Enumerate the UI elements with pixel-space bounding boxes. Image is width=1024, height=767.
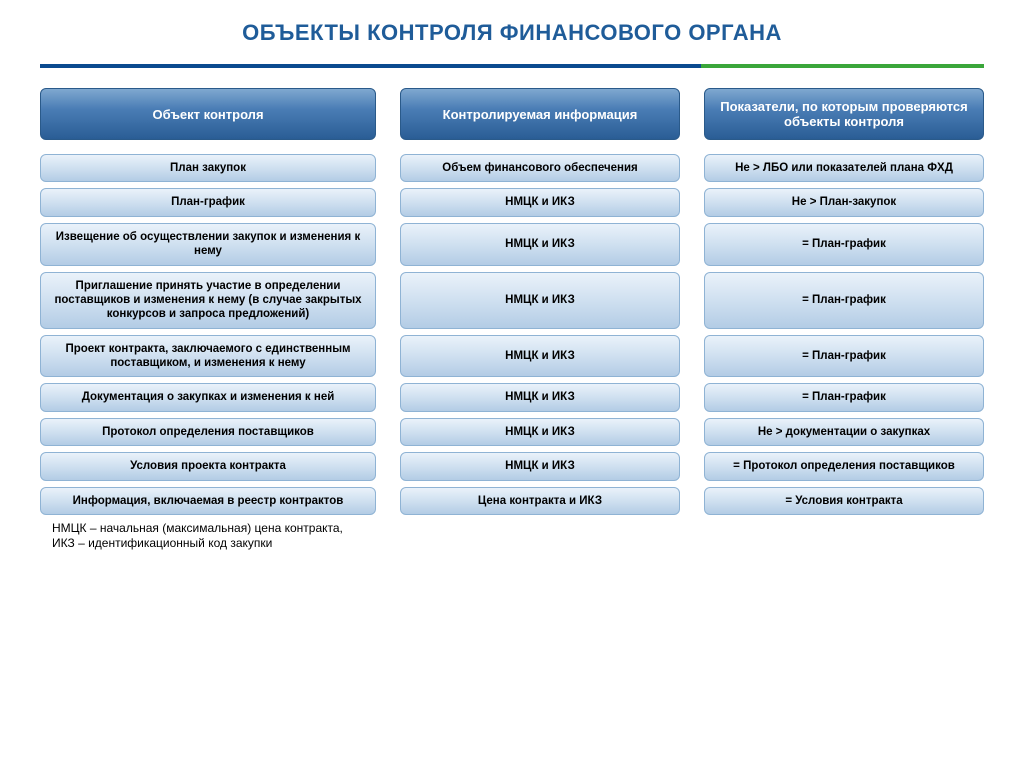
table-row: Извещение об осуществлении закупок и изм… (40, 223, 984, 266)
footnote: НМЦК – начальная (максимальная) цена кон… (40, 521, 984, 552)
cell-info: НМЦК и ИКЗ (400, 272, 680, 329)
cell-object: Протокол определения поставщиков (40, 418, 376, 446)
cell-object: План закупок (40, 154, 376, 182)
cell-object: Информация, включаемая в реестр контракт… (40, 487, 376, 515)
cell-info: НМЦК и ИКЗ (400, 188, 680, 216)
table-row: Приглашение принять участие в определени… (40, 272, 984, 329)
title-divider (40, 64, 984, 68)
table-row: Информация, включаемая в реестр контракт… (40, 487, 984, 515)
cell-object: Документация о закупках и изменения к не… (40, 383, 376, 411)
cell-indicator: Не > документации о закупках (704, 418, 984, 446)
header-row: Объект контроля Контролируемая информаци… (40, 88, 984, 154)
cell-object: Условия проекта контракта (40, 452, 376, 480)
page-title: ОБЪЕКТЫ КОНТРОЛЯ ФИНАНСОВОГО ОРГАНА (40, 20, 984, 46)
header-object: Объект контроля (40, 88, 376, 140)
cell-info: Объем финансового обеспечения (400, 154, 680, 182)
cell-info: НМЦК и ИКЗ (400, 418, 680, 446)
table-row: План-график НМЦК и ИКЗ Не > План-закупок (40, 188, 984, 216)
cell-indicator: = Условия контракта (704, 487, 984, 515)
table-row: План закупок Объем финансового обеспечени… (40, 154, 984, 182)
cell-object: План-график (40, 188, 376, 216)
table-row: Документация о закупках и изменения к не… (40, 383, 984, 411)
cell-info: НМЦК и ИКЗ (400, 452, 680, 480)
cell-indicator: = План-график (704, 383, 984, 411)
table-row: Условия проекта контракта НМЦК и ИКЗ = Про… (40, 452, 984, 480)
cell-indicator: = Протокол определения поставщиков (704, 452, 984, 480)
cell-info: Цена контракта и ИКЗ (400, 487, 680, 515)
rows-container: План закупок Объем финансового обеспечени… (40, 154, 984, 515)
cell-object: Проект контракта, заключаемого с единств… (40, 335, 376, 378)
table-row: Проект контракта, заключаемого с единств… (40, 335, 984, 378)
cell-indicator: Не > План-закупок (704, 188, 984, 216)
cell-info: НМЦК и ИКЗ (400, 223, 680, 266)
header-indicator: Показатели, по которым проверяются объек… (704, 88, 984, 140)
cell-indicator: = План-график (704, 335, 984, 378)
cell-info: НМЦК и ИКЗ (400, 335, 680, 378)
table-row: Протокол определения поставщиков НМЦК и И… (40, 418, 984, 446)
cell-object: Приглашение принять участие в определени… (40, 272, 376, 329)
footnote-line1: НМЦК – начальная (максимальная) цена кон… (52, 521, 984, 537)
footnote-line2: ИКЗ – идентификационный код закупки (52, 536, 984, 552)
cell-indicator: = План-график (704, 223, 984, 266)
cell-indicator: Не > ЛБО или показателей плана ФХД (704, 154, 984, 182)
cell-indicator: = План-график (704, 272, 984, 329)
cell-info: НМЦК и ИКЗ (400, 383, 680, 411)
cell-object: Извещение об осуществлении закупок и изм… (40, 223, 376, 266)
header-info: Контролируемая информация (400, 88, 680, 140)
